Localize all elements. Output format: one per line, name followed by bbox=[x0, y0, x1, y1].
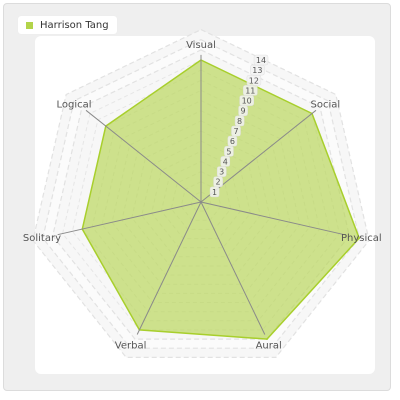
tick-label-11: 11 bbox=[245, 86, 255, 95]
tick-label-9: 9 bbox=[241, 107, 246, 116]
tick-label-5: 5 bbox=[226, 147, 231, 156]
axis-spoke-verbal bbox=[136, 201, 202, 335]
tick-label-bg bbox=[213, 176, 223, 187]
series-area-harrison-tang bbox=[81, 59, 361, 340]
tick-label-bg bbox=[216, 166, 227, 177]
tick-label-bg bbox=[220, 156, 231, 167]
tick-label-bg bbox=[234, 115, 245, 127]
tick-label-7: 7 bbox=[233, 127, 238, 136]
axis-label-visual: Visual bbox=[186, 40, 216, 51]
axis-spoke-aural bbox=[200, 201, 266, 335]
legend-label: Harrison Tang bbox=[40, 19, 109, 31]
tick-label-14: 14 bbox=[256, 56, 266, 65]
tick-label-13: 13 bbox=[252, 66, 262, 75]
tick-label-8: 8 bbox=[237, 117, 242, 126]
axis-label-solitary: Solitary bbox=[23, 233, 61, 244]
axis-label-physical: Physical bbox=[341, 233, 382, 244]
tick-label-bg bbox=[227, 135, 238, 147]
axis-spoke-physical bbox=[200, 201, 345, 236]
tick-label-bg bbox=[253, 54, 269, 66]
tick-label-2: 2 bbox=[216, 178, 221, 187]
axis-label-aural: Aural bbox=[256, 340, 282, 351]
tick-label-4: 4 bbox=[223, 157, 228, 166]
legend[interactable]: Harrison Tang bbox=[18, 16, 117, 34]
tick-label-10: 10 bbox=[242, 97, 252, 106]
axis-spoke-solitary bbox=[57, 201, 202, 236]
tick-label-bg bbox=[209, 186, 220, 198]
axis-label-social: Social bbox=[311, 100, 341, 111]
tick-label-1: 1 bbox=[212, 188, 217, 197]
tick-label-3: 3 bbox=[219, 168, 224, 177]
legend-swatch bbox=[26, 21, 33, 29]
series-point-aural bbox=[266, 338, 268, 340]
tick-label-12: 12 bbox=[249, 76, 259, 85]
tick-label-bg bbox=[224, 146, 234, 157]
axis-label-logical: Logical bbox=[56, 100, 91, 111]
axis-label-verbal: Verbal bbox=[115, 340, 147, 351]
tick-label-bg bbox=[231, 125, 241, 137]
axis-spoke-logical bbox=[85, 109, 202, 203]
tick-label-6: 6 bbox=[230, 137, 235, 146]
radar-axis-labels: Visual Social Physical Aural Verbal Solitary L… bbox=[23, 40, 382, 351]
series-point-physical bbox=[358, 237, 361, 239]
